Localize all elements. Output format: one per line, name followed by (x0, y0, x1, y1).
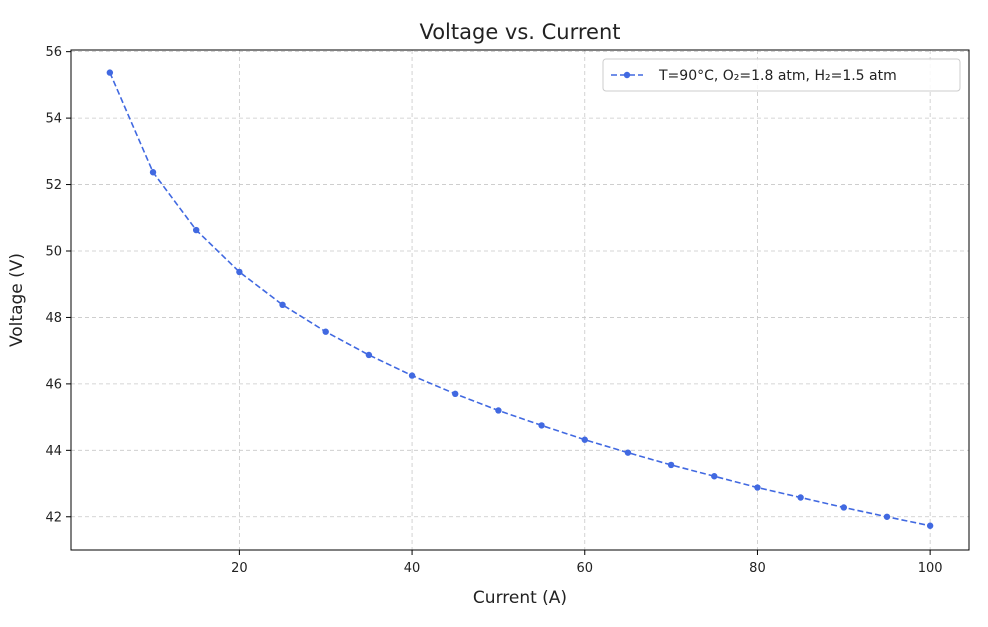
legend: T=90°C, O₂=1.8 atm, H₂=1.5 atm (602, 58, 961, 92)
grid (71, 50, 969, 550)
plot-frame (70, 49, 970, 551)
data-point (581, 436, 588, 443)
series-layer (106, 69, 934, 529)
series-line (109, 72, 931, 527)
data-point (926, 522, 934, 529)
data-point (322, 328, 329, 335)
data-point (236, 268, 243, 276)
x-tick-label: 60 (576, 561, 593, 576)
chart-title: Voltage vs. Current (419, 20, 620, 44)
x-tick-label: 100 (918, 561, 943, 576)
data-point (624, 449, 632, 456)
y-tick-label: 46 (45, 377, 62, 392)
x-tick-label: 20 (231, 561, 248, 576)
y-tick-label: 52 (45, 178, 62, 193)
y-tick-label: 56 (45, 45, 62, 60)
legend-box (602, 58, 961, 92)
data-point (365, 351, 373, 359)
data-point (106, 69, 114, 76)
data-point (667, 461, 675, 469)
legend-marker-sample (623, 71, 631, 79)
y-tick-label: 50 (45, 244, 62, 259)
ticks: 20 40 60 80 100 42 44 46 48 50 52 54 56 (45, 45, 942, 576)
data-point (279, 301, 286, 309)
data-point (149, 169, 157, 176)
x-tick-label: 80 (749, 561, 766, 576)
y-axis-label: Voltage (V) (7, 253, 27, 347)
data-point (797, 494, 804, 501)
data-point (754, 484, 761, 491)
data-point (883, 513, 891, 520)
data-point (495, 407, 502, 414)
data-point (193, 226, 200, 234)
y-tick-label: 48 (45, 311, 62, 326)
data-point (840, 504, 847, 511)
legend-entry-label: T=90°C, O₂=1.8 atm, H₂=1.5 atm (658, 68, 897, 84)
x-axis-label: Current (A) (473, 588, 567, 608)
y-tick-label: 42 (45, 510, 62, 525)
data-point (538, 422, 545, 429)
data-point (711, 473, 718, 480)
y-tick-label: 54 (45, 112, 62, 127)
x-tick-label: 40 (404, 561, 421, 576)
data-point (408, 372, 416, 379)
y-tick-label: 44 (45, 444, 62, 459)
data-point (452, 390, 459, 398)
